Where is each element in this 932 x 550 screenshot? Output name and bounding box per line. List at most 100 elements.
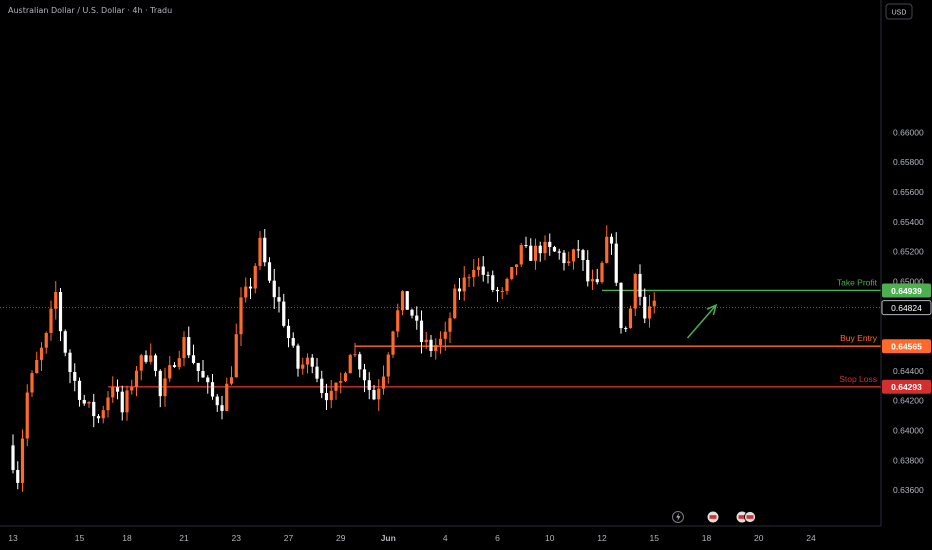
candle (552, 245, 557, 253)
candle (301, 357, 305, 375)
candle (581, 248, 585, 271)
candle (614, 232, 618, 287)
candle (115, 379, 120, 400)
candle (567, 251, 571, 266)
candle (54, 281, 58, 320)
candle (377, 379, 381, 411)
price-axis-ticks: 0.66000 0.65800 0.65600 0.65400 0.65200 0.650… (893, 127, 924, 495)
candle (111, 376, 115, 403)
candle (291, 332, 295, 348)
x-tick-label: 13 (8, 533, 18, 543)
candle (500, 286, 504, 300)
candle (538, 241, 542, 262)
candle (424, 331, 428, 349)
level-name-label: Take Profit (837, 277, 878, 287)
y-tick-label: 0.64400 (893, 366, 924, 376)
y-tick-label: 0.63600 (893, 485, 924, 495)
candle (329, 379, 333, 409)
candle (605, 225, 609, 264)
projection-arrow[interactable] (686, 303, 718, 339)
candle (277, 286, 281, 313)
x-tick-label: Jun (381, 533, 396, 543)
currency-button[interactable]: USD (885, 3, 913, 20)
economic-events-group-icon[interactable] (736, 511, 756, 523)
candle (619, 282, 623, 334)
y-tick-label: 0.65000 (893, 276, 924, 286)
candle (600, 261, 604, 284)
y-tick-label: 0.64200 (893, 396, 924, 406)
candle (381, 365, 386, 395)
candle (495, 287, 500, 302)
flash-icon[interactable] (672, 511, 684, 523)
candle (149, 343, 153, 365)
candle (514, 264, 519, 276)
candle (334, 382, 338, 400)
candle (39, 342, 44, 371)
svg-text:0.64824: 0.64824 (891, 303, 922, 313)
candle (633, 272, 637, 317)
candle (244, 277, 248, 303)
candle (77, 377, 82, 407)
candle (210, 374, 215, 400)
candle (239, 287, 243, 347)
candle (101, 405, 105, 424)
candle (400, 290, 405, 316)
candle (372, 385, 376, 401)
x-tick-label: 12 (597, 533, 607, 543)
candle (434, 338, 438, 360)
candle (125, 385, 129, 421)
trade-level-lines: Take Profit Buy Entry Stop Loss (0, 277, 881, 388)
candle (92, 393, 96, 428)
chart-title: Australian Dollar / U.S. Dollar · 4h · T… (8, 6, 173, 15)
level-price-tag: 0.64565 (882, 339, 931, 354)
candlestick-series (11, 225, 656, 492)
svg-text:0.64565: 0.64565 (891, 342, 922, 352)
candle (320, 370, 324, 399)
candle (49, 300, 53, 341)
candle (562, 250, 566, 271)
x-tick-label: 23 (232, 533, 242, 543)
candle (120, 385, 124, 421)
x-tick-label: 15 (650, 533, 660, 543)
x-tick-label: 24 (806, 533, 816, 543)
candle (310, 354, 314, 374)
candle (505, 277, 509, 295)
candle (628, 305, 633, 329)
candle (229, 366, 234, 386)
candle (158, 369, 162, 408)
x-tick-label: 6 (495, 533, 500, 543)
candle (220, 396, 224, 420)
candle (358, 351, 362, 378)
candle (595, 268, 599, 285)
price-axis-level-labels: 0.64939 0.64565 0.64293 0.64824 (881, 283, 932, 394)
candle (206, 375, 210, 394)
x-tick-label: 18 (702, 533, 712, 543)
y-tick-label: 0.63800 (893, 455, 924, 465)
candle (82, 394, 86, 406)
candle (533, 238, 538, 270)
candle (438, 331, 443, 354)
economic-event-icon[interactable] (707, 511, 719, 523)
candle (443, 321, 447, 351)
x-tick-label: 29 (336, 533, 346, 543)
time-axis[interactable] (0, 526, 932, 550)
level-name-label: Stop Loss (839, 374, 877, 384)
price-axis[interactable] (881, 0, 932, 526)
candle (63, 329, 67, 357)
candle (191, 344, 196, 365)
candle (44, 331, 48, 354)
x-tick-label: 21 (179, 533, 189, 543)
candle (396, 303, 400, 338)
candle (647, 294, 652, 328)
candle (491, 270, 495, 293)
candle (96, 414, 101, 424)
candle (367, 372, 371, 400)
y-tick-label: 0.65200 (893, 247, 924, 257)
candle (609, 233, 614, 255)
candle (339, 372, 343, 394)
current-price-tag: 0.64824 (881, 300, 932, 316)
candle (353, 342, 357, 358)
y-tick-label: 0.65800 (893, 157, 924, 167)
candle (462, 266, 466, 301)
